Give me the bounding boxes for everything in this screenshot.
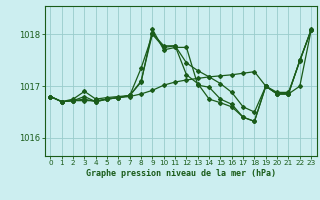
X-axis label: Graphe pression niveau de la mer (hPa): Graphe pression niveau de la mer (hPa) <box>86 169 276 178</box>
